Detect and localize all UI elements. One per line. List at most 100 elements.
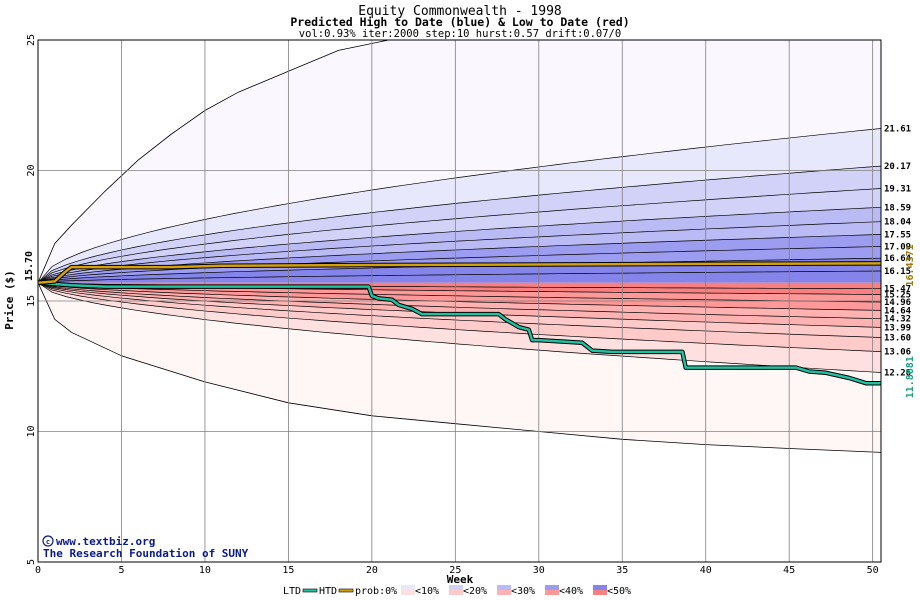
upper-quantile-label-3: 18.59 (884, 203, 911, 213)
upper-quantile-line-1 (37, 165, 882, 283)
upper-quantile-line-0 (37, 128, 882, 283)
x-tick-label-30: 30 (533, 565, 545, 576)
lower-quantile-line-3 (37, 282, 882, 311)
legend-swatch-red-1 (401, 590, 415, 595)
lower-quantile-label-3: 14.64 (884, 306, 912, 316)
band-lower-3 (38, 282, 881, 311)
lower-quantile-line-6 (37, 282, 882, 338)
legend-label-ltd: LTD (283, 586, 301, 597)
legend-swatch-blue-4 (545, 585, 559, 590)
copyright-c: c (46, 538, 50, 546)
quantile-labels: 21.61 20.17 19.31 18.59 18.04 17.55 17.09 16.64… (884, 124, 912, 378)
x-tick-label-25: 25 (449, 565, 461, 576)
band-upper-1 (38, 128, 881, 283)
start-price-label: 15.70 (24, 251, 35, 281)
upper-quantile-label-2: 19.31 (884, 185, 911, 195)
lower-quantile-line-2 (37, 282, 882, 303)
lower-quantile-label-7: 13.06 (884, 348, 911, 358)
y-tick-label-20: 20 (26, 164, 37, 176)
upper-quantile-label-8: 16.15 (884, 267, 911, 277)
y-axis-ticks: 5 10 15 20 25 (26, 34, 37, 565)
band-upper-4 (38, 207, 881, 283)
lower-quantile-label-5: 13.99 (884, 323, 911, 333)
x-tick-label-45: 45 (783, 565, 795, 576)
credit-website: www.textbiz.org (56, 535, 155, 548)
y-tick-label-10: 10 (26, 425, 37, 437)
quantile-lines (37, 39, 882, 453)
legend-swatch-blue-3 (497, 585, 511, 590)
legend: LTD HTD prob:0% <10% <20% <30% <40% <50% (283, 585, 631, 597)
lower-quantile-label-2: 14.96 (884, 298, 911, 308)
legend-label-4: <40% (559, 586, 583, 597)
band-upper-6 (38, 234, 881, 283)
band-upper-5 (38, 221, 881, 283)
legend-label-1: <10% (415, 586, 439, 597)
credit-org: The Research Foundation of SUNY (43, 547, 249, 560)
chart-subtitle: Predicted High to Date (blue) & Low to D… (290, 15, 629, 29)
legend-label-5: <50% (607, 586, 631, 597)
upper-quantile-line-4 (37, 221, 882, 284)
legend-swatch-ltd (302, 588, 318, 593)
band-lower-5 (38, 282, 881, 328)
upper-quantile-line-6 (37, 246, 882, 284)
legend-label-2: <20% (463, 586, 487, 597)
band-upper-3 (38, 188, 881, 283)
ltd-end-label: 11.8681 (905, 356, 916, 398)
legend-swatch-red-2 (449, 590, 463, 595)
ltd-line (37, 281, 881, 385)
y-axis-label: Price ($) (3, 270, 16, 330)
y-tick-label-25: 25 (26, 34, 37, 46)
x-tick-label-0: 0 (35, 565, 41, 576)
band-upper-9 (38, 271, 881, 283)
legend-swatch-red-4 (545, 590, 559, 595)
lower-quantile-line-7 (37, 282, 882, 352)
legend-swatch-red-5 (593, 590, 607, 595)
htd-line (37, 262, 882, 284)
upper-quantile-label-5: 17.55 (884, 230, 911, 240)
upper-quantile-line-8 (37, 270, 882, 284)
y-tick-label-15: 15 (26, 295, 37, 307)
legend-swatch-blue-5 (593, 585, 607, 590)
upper-quantile-line-3 (37, 206, 882, 284)
x-tick-label-5: 5 (118, 565, 124, 576)
lower-quantile-label-6: 13.60 (884, 334, 911, 344)
lower-quantile-label-1: 15.25 (884, 290, 911, 300)
x-tick-label-40: 40 (700, 565, 712, 576)
x-tick-label-35: 35 (616, 565, 628, 576)
x-axis-label: Week (447, 573, 474, 586)
band-lower-6 (38, 282, 881, 338)
credits: c www.textbiz.org The Research Foundatio… (42, 535, 249, 560)
x-tick-label-10: 10 (199, 565, 211, 576)
legend-swatch-htd (338, 588, 354, 593)
x-tick-label-20: 20 (366, 565, 378, 576)
chart-params: vol:0.93% iter:2000 step:10 hurst:0.57 d… (299, 28, 621, 40)
htd-end-label: 16.4371 (905, 244, 916, 286)
lower-quantile-line-4 (37, 282, 882, 320)
upper-quantile-label-4: 18.04 (884, 218, 912, 228)
upper-quantile-line-2 (37, 188, 882, 283)
band-lower-2 (38, 282, 881, 302)
legend-swatch-blue-1 (401, 585, 415, 590)
upper-quantile-label-1: 20.17 (884, 162, 911, 172)
band-lower-7 (38, 282, 881, 352)
band-upper-2 (38, 166, 881, 283)
lower-quantile-label-0: 15.47 (884, 285, 911, 295)
x-tick-label-50: 50 (867, 565, 879, 576)
lower-quantile-line-8 (37, 282, 882, 373)
y-tick-label-5: 5 (26, 559, 37, 565)
band-lower-0 (38, 282, 881, 289)
upper-quantile-label-0: 21.61 (884, 124, 911, 134)
lower-quantile-label-8: 12.26 (884, 369, 911, 379)
envelope-upper-line (37, 39, 389, 283)
legend-swatch-red-3 (497, 590, 511, 595)
plot-border (37, 39, 882, 563)
band-lower-9 (38, 282, 881, 453)
x-tick-label-15: 15 (282, 565, 294, 576)
copyright-icon (42, 535, 54, 547)
series-lines (37, 261, 882, 386)
legend-label-3: <30% (511, 586, 535, 597)
legend-label-htd: HTD (319, 586, 337, 597)
lower-quantile-label-4: 14.32 (884, 315, 911, 325)
